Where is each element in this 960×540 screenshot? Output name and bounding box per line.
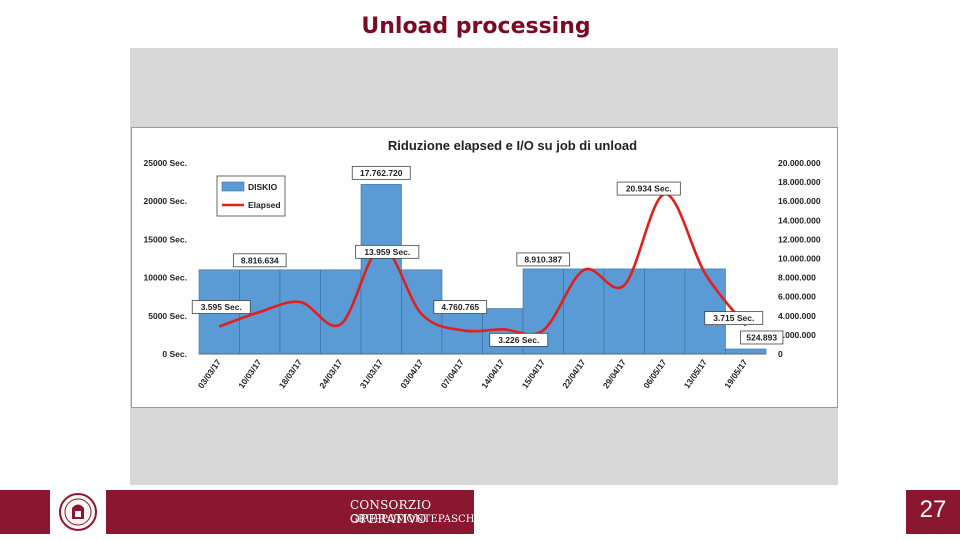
annotation-label: 4.760.765 <box>441 302 479 312</box>
annotation-label: 8.816.634 <box>241 255 279 265</box>
x-tick-label: 18/03/17 <box>277 357 304 390</box>
x-tick-label: 19/05/17 <box>722 357 749 390</box>
annotation-label: 8.910.387 <box>524 254 562 264</box>
x-tick-label: 13/05/17 <box>682 357 709 390</box>
legend-swatch-diskio <box>221 181 245 192</box>
annotation-label: 3.715 Sec. <box>713 313 754 323</box>
combo-chart: Riduzione elapsed e I/O su job di unload… <box>144 138 821 390</box>
right-tick-label: 12.000.000 <box>778 234 821 244</box>
left-tick-label: 25000 Sec. <box>144 158 187 168</box>
annotation-label: 3.226 Sec. <box>498 335 539 345</box>
x-tick-label: 29/04/17 <box>601 357 628 390</box>
x-tick-label: 06/05/17 <box>641 357 668 390</box>
right-tick-label: 18.000.000 <box>778 177 821 187</box>
page-number: 27 <box>919 496 947 523</box>
left-tick-label: 10000 Sec. <box>144 273 187 283</box>
annotation-label: 17.762.720 <box>360 168 403 178</box>
x-tick-label: 03/04/17 <box>398 357 425 390</box>
annotation-box <box>355 244 420 259</box>
footer-brand-bar: CONSORZIO OPERATIVO GRUPPOMONTEPASCHI <box>106 490 479 534</box>
chart-title: Riduzione elapsed e I/O su job di unload <box>388 138 637 153</box>
right-tick-label: 10.000.000 <box>778 254 821 264</box>
bar-3 <box>320 269 362 355</box>
bar-13 <box>725 348 767 355</box>
annotation-label: 524.893 <box>746 332 777 342</box>
page-number-box: 27 <box>906 490 960 534</box>
left-tick-label: 5000 Sec. <box>148 311 187 321</box>
seal-logo-icon <box>59 493 97 531</box>
slide-title: Unload processing <box>361 14 591 39</box>
x-tick-label: 15/04/17 <box>520 357 547 390</box>
annotation-label: 20.934 Sec. <box>626 184 672 194</box>
x-tick-label: 14/04/17 <box>479 357 506 390</box>
right-tick-label: 16.000.000 <box>778 196 821 206</box>
x-tick-label: 03/03/17 <box>196 357 223 390</box>
bar-11 <box>644 268 686 355</box>
brand-line2: GRUPPOMONTEPASCHI <box>350 514 479 525</box>
right-tick-label: 14.000.000 <box>778 215 821 225</box>
legend-label-diskio: DISKIO <box>248 182 278 192</box>
x-tick-label: 24/03/17 <box>317 357 344 390</box>
footer-bar-left <box>0 490 50 534</box>
annotation-box <box>516 252 571 267</box>
chart-container: Riduzione elapsed e I/O su job di unload… <box>131 127 838 408</box>
annotation-box <box>232 253 287 268</box>
left-tick-label: 20000 Sec. <box>144 196 187 206</box>
x-tick-label: 10/03/17 <box>236 357 263 390</box>
right-tick-label: 0 <box>778 349 783 359</box>
right-tick-label: 20.000.000 <box>778 158 821 168</box>
x-tick-label: 07/04/17 <box>439 357 466 390</box>
left-tick-label: 15000 Sec. <box>144 234 187 244</box>
brand-line1: CONSORZIO OPERATIVO <box>350 498 432 526</box>
annotation-box <box>433 300 488 314</box>
x-tick-label: 31/03/17 <box>358 357 385 390</box>
annotation-box <box>351 165 411 180</box>
right-tick-label: 4.000.000 <box>778 311 816 321</box>
bar-10 <box>603 268 645 355</box>
bar-9 <box>563 268 605 355</box>
annotation-box <box>740 330 784 345</box>
annotation-box <box>489 332 549 347</box>
annotation-box <box>704 311 764 326</box>
right-tick-label: 6.000.000 <box>778 292 816 302</box>
left-tick-label: 0 Sec. <box>162 349 187 359</box>
right-tick-label: 2.000.000 <box>778 330 816 340</box>
x-tick-label: 22/04/17 <box>560 357 587 390</box>
annotation-label: 3.595 Sec. <box>201 302 242 312</box>
legend-label-elapsed: Elapsed <box>248 200 281 210</box>
annotation-box <box>616 181 681 196</box>
right-tick-label: 8.000.000 <box>778 273 816 283</box>
annotation-label: 13.959 Sec. <box>364 247 410 257</box>
annotation-box <box>191 300 251 314</box>
